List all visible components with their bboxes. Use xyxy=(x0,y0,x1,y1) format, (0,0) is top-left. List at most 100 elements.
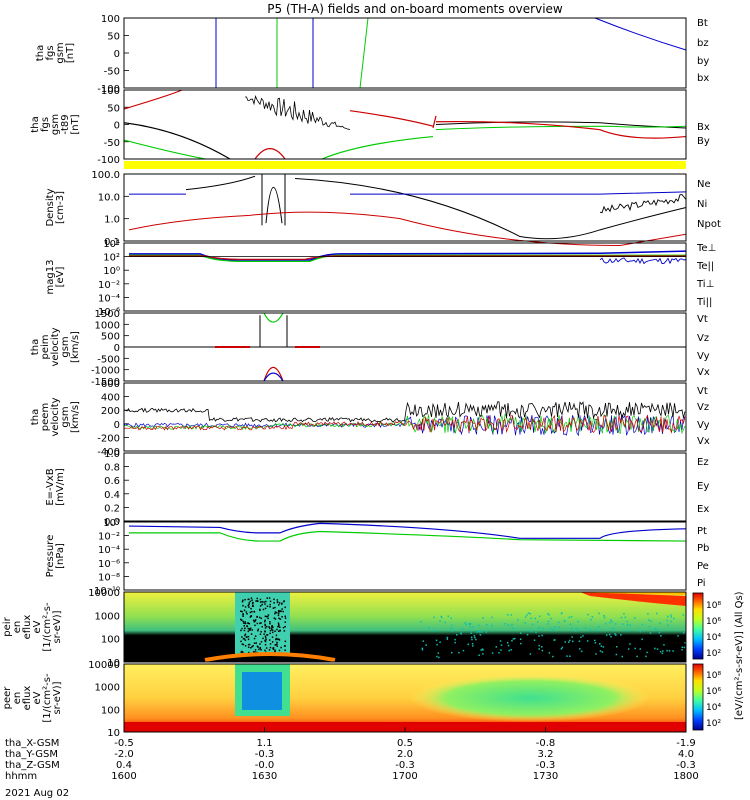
series-vt xyxy=(124,401,686,423)
spectrogram-speckle xyxy=(506,642,509,644)
spectrogram-speckle xyxy=(610,635,612,638)
spectrogram-speckle xyxy=(254,649,257,651)
spectrogram-speckle xyxy=(530,617,532,619)
spectrogram-speckle xyxy=(254,619,257,621)
spectrogram-speckle xyxy=(259,609,261,612)
x-tick-label: -0.5 xyxy=(114,738,134,749)
spectrogram-speckle xyxy=(500,644,503,646)
spectrogram-speckle xyxy=(433,630,435,632)
spectrogram-speckle xyxy=(479,634,482,636)
spectrogram-speckle xyxy=(575,627,578,630)
legend-vx: Vx xyxy=(697,436,710,447)
spectrogram-speckle xyxy=(249,611,252,614)
spectrogram-speckle xyxy=(552,628,554,631)
spectrogram-speckle xyxy=(529,653,532,655)
spectrogram-speckle xyxy=(242,643,245,646)
spectrogram-speckle xyxy=(482,653,484,655)
spectrogram-speckle xyxy=(594,639,596,642)
y-tick-label: 50 xyxy=(107,32,120,43)
spectrogram-speckle xyxy=(660,635,662,637)
spectrogram-speckle xyxy=(684,642,686,644)
y-tick-label: 0.2 xyxy=(104,503,120,514)
x-tick-label: 1630 xyxy=(252,771,277,782)
spectrogram-speckle xyxy=(507,644,510,647)
spectrogram-speckle xyxy=(666,619,668,622)
series-ti-perp xyxy=(599,257,687,265)
spectrogram-speckle xyxy=(491,624,493,627)
spectrogram-speckle xyxy=(439,620,441,622)
spectrogram-speckle xyxy=(272,647,274,649)
spectrogram-speckle xyxy=(575,630,577,632)
spectrogram-speckle xyxy=(251,599,253,601)
spectrogram-speckle xyxy=(268,626,270,628)
spectrogram-speckle xyxy=(538,626,540,629)
spectrogram-speckle xyxy=(469,623,471,626)
spectrogram-speckle xyxy=(478,654,480,656)
spectrogram-speckle xyxy=(510,614,513,616)
panel-label-line: [nPa] xyxy=(55,543,66,569)
spectrogram-speckle xyxy=(667,624,669,626)
legend-pb: Pb xyxy=(697,543,709,554)
spectrogram-speckle xyxy=(482,617,484,619)
spectrogram-speckle xyxy=(595,629,598,632)
spectrogram-speckle xyxy=(641,623,643,626)
spectrogram-speckle xyxy=(599,643,601,645)
spectrogram-speckle xyxy=(623,612,625,615)
spectrogram-speckle xyxy=(276,628,278,631)
x-row-label: tha_X-GSM xyxy=(5,738,59,749)
spectrogram-speckle xyxy=(244,621,246,623)
panel-frame xyxy=(123,242,687,312)
spectrogram-speckle xyxy=(279,626,281,628)
panel-label-line: tha xyxy=(30,409,41,425)
legend-te⊥: Te⊥ xyxy=(696,243,716,254)
spectrogram-speckle xyxy=(471,638,473,641)
spectrogram-speckle xyxy=(265,647,268,649)
spectrogram-speckle xyxy=(504,623,506,625)
series-bz xyxy=(254,148,286,160)
series-ni xyxy=(294,177,687,240)
series-ni xyxy=(265,187,283,224)
spectrogram-speckle xyxy=(662,650,664,652)
mode-bar xyxy=(124,161,686,169)
spectrogram-band xyxy=(580,592,686,606)
spectrogram-speckle xyxy=(281,602,283,605)
spectrogram-speckle xyxy=(654,647,656,650)
spectrogram-speckle xyxy=(529,613,531,615)
x-tick-label: 0.4 xyxy=(116,760,132,771)
spectrogram-speckle xyxy=(425,644,427,646)
spectrogram-speckle xyxy=(244,598,246,601)
spectrogram-speckle xyxy=(672,650,674,652)
spectrogram-speckle xyxy=(272,648,275,650)
legend-vt: Vt xyxy=(697,314,708,325)
spectrogram-speckle xyxy=(467,643,469,646)
spectrogram-speckle xyxy=(282,626,285,629)
panel-label-line: peer xyxy=(2,686,13,710)
spectrogram-speckle xyxy=(524,616,527,618)
spectrogram-speckle xyxy=(636,655,638,658)
spectrogram-speckle xyxy=(278,611,280,613)
spectrogram-speckle xyxy=(594,642,597,644)
spectrogram-blob xyxy=(410,674,650,722)
spectrogram-speckle xyxy=(571,636,573,638)
spectrogram-speckle xyxy=(274,611,277,613)
spectrogram-speckle xyxy=(259,643,261,645)
series-vx xyxy=(263,372,284,382)
x-tick-label: 1600 xyxy=(111,771,136,782)
panel-label-line: [mV/m] xyxy=(55,468,66,506)
panel-10-spectrogram xyxy=(124,664,686,732)
spectrogram-speckle xyxy=(473,635,476,637)
spectrogram-speckle xyxy=(500,649,502,651)
y-tick-label: 10⁻⁴ xyxy=(98,545,120,556)
y-tick-label: 1.0 xyxy=(104,215,120,226)
spectrogram-speckle xyxy=(421,648,424,651)
spectrogram-speckle xyxy=(554,626,556,628)
spectrogram-speckle xyxy=(241,650,243,653)
spectrogram-speckle xyxy=(568,641,570,643)
spectrogram-speckle xyxy=(244,606,247,608)
spectrogram-speckle xyxy=(278,649,281,652)
spectrogram-speckle xyxy=(281,616,283,618)
legend-vy: Vy xyxy=(697,420,710,431)
spectrogram-speckle xyxy=(648,619,650,621)
spectrogram-speckle xyxy=(242,651,244,654)
spectrogram-speckle xyxy=(243,625,245,627)
